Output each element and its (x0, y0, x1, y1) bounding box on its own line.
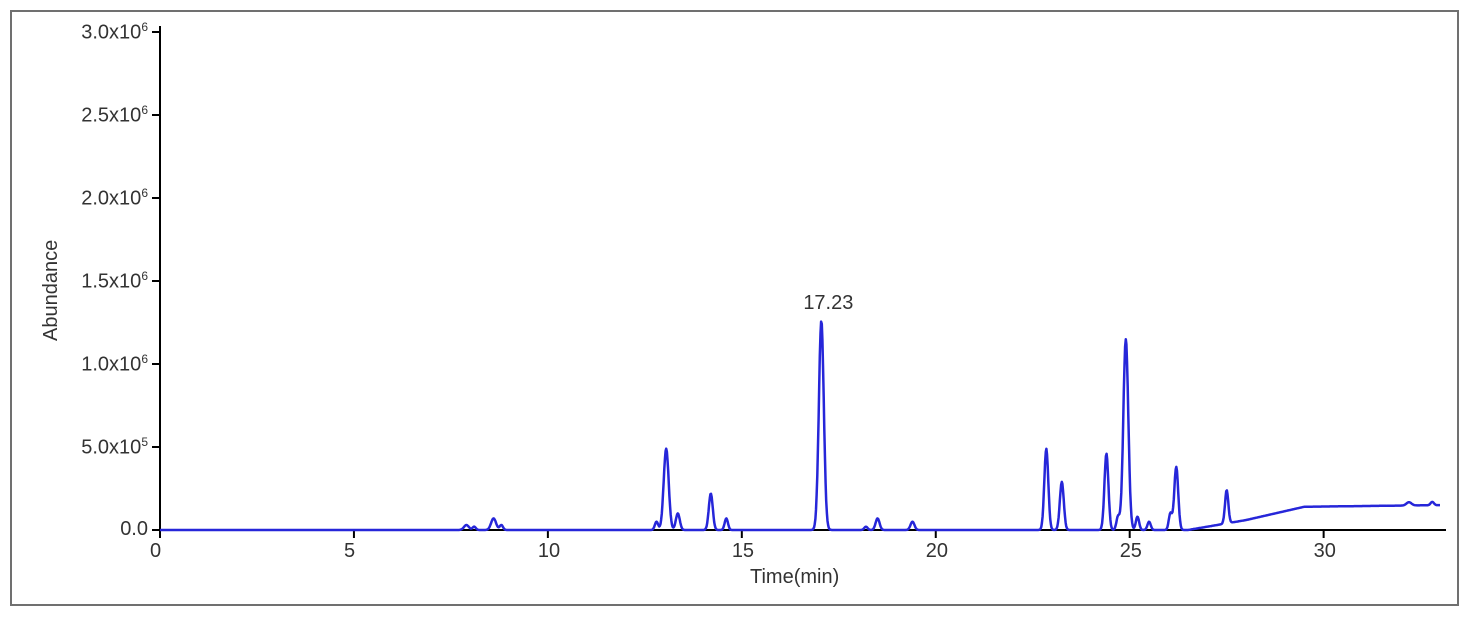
peak-label: 17.23 (803, 292, 853, 315)
y-tick-label: 3.0x106 (81, 20, 148, 45)
x-tick-label: 5 (344, 540, 355, 563)
x-tick-label: 20 (926, 540, 948, 563)
y-axis-label: Abundance (40, 240, 63, 341)
x-tick-label: 25 (1120, 540, 1142, 563)
x-axis-label: Time(min) (750, 566, 839, 589)
y-tick-label: 0.0 (120, 518, 148, 541)
y-tick-label: 1.0x106 (81, 352, 148, 377)
y-tick-label: 2.5x106 (81, 103, 148, 128)
x-tick-label: 10 (538, 540, 560, 563)
chromatogram-plot (0, 0, 1471, 618)
y-tick-label: 1.5x106 (81, 269, 148, 294)
y-tick-label: 2.0x106 (81, 186, 148, 211)
x-tick-label: 30 (1314, 540, 1336, 563)
x-tick-label: 15 (732, 540, 754, 563)
y-tick-label: 5.0x105 (81, 435, 148, 460)
x-tick-label: 0 (150, 540, 161, 563)
